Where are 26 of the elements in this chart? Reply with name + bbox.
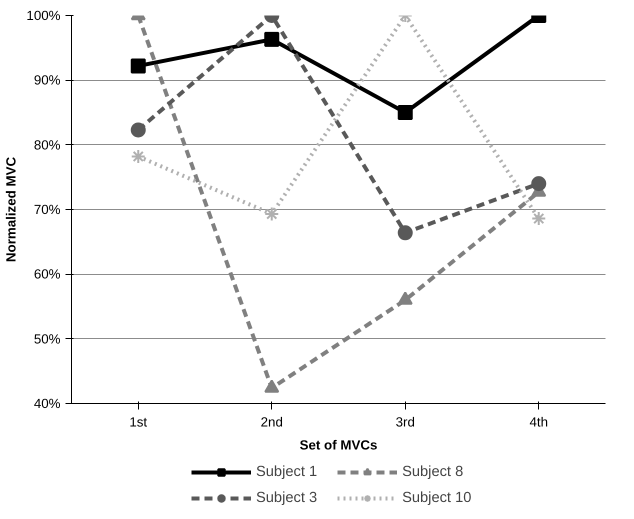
point [130, 122, 146, 138]
point [398, 225, 413, 240]
x-axis-title: Set of MVCs [300, 438, 378, 452]
x-tick-label: 2nd [260, 414, 283, 430]
point [398, 292, 413, 305]
point [264, 379, 280, 393]
x-tick-label: 1st [129, 414, 148, 430]
legend-label: Subject 1 [256, 464, 318, 480]
legend-label: Subject 3 [256, 490, 318, 506]
legend-label: Subject 10 [402, 490, 472, 506]
y-tick-label: 60% [34, 266, 61, 282]
y-tick-label: 80% [34, 137, 61, 152]
y-tick-label: 50% [34, 331, 61, 346]
x-tick-label: 3rd [396, 414, 415, 430]
point [264, 206, 280, 222]
point [130, 148, 146, 164]
y-tick-label: 90% [34, 72, 61, 88]
y-tick-label: 40% [34, 396, 61, 411]
x-tick-label: 4th [529, 414, 548, 430]
point [531, 176, 546, 192]
y-axis-title: Normalized MVC [3, 156, 18, 262]
y-tick-label: 100% [26, 8, 61, 23]
legend-label: Subject 8 [402, 464, 464, 480]
y-tick-label: 70% [34, 202, 61, 217]
point [398, 105, 413, 120]
point [531, 211, 546, 226]
